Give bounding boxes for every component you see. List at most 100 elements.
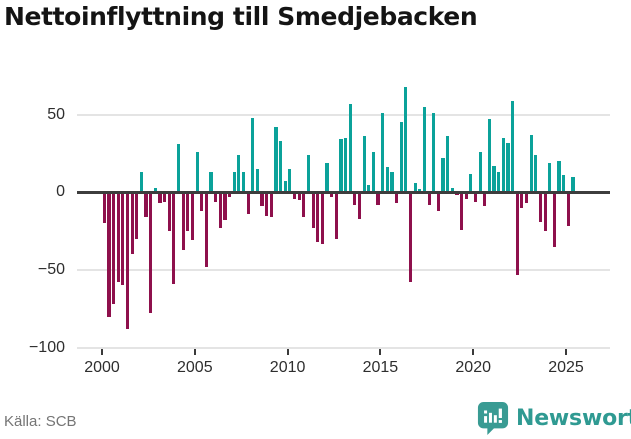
- bar: [255, 169, 259, 193]
- bar: [520, 192, 524, 208]
- bar: [269, 192, 273, 218]
- bar: [422, 106, 427, 193]
- bar: [260, 192, 264, 207]
- bar: [501, 137, 505, 193]
- bar: [144, 192, 148, 218]
- x-tick-mark: [472, 349, 475, 355]
- bar: [316, 192, 320, 242]
- bar: [195, 151, 199, 193]
- bar: [274, 127, 278, 193]
- bar: [339, 139, 343, 193]
- bar: [223, 192, 227, 221]
- bar: [469, 173, 473, 193]
- bar: [209, 172, 213, 193]
- bar: [320, 192, 324, 244]
- bar: [436, 192, 440, 211]
- bar: [432, 113, 436, 193]
- y-tick-label: −100: [28, 338, 65, 356]
- bar: [571, 176, 575, 193]
- bar: [135, 192, 139, 239]
- bar: [381, 113, 385, 193]
- bar: [172, 192, 176, 284]
- bar: [116, 192, 120, 283]
- bar: [121, 192, 125, 286]
- bar: [557, 161, 561, 193]
- bar: [566, 192, 570, 227]
- bar: [371, 151, 375, 193]
- bar: [524, 192, 529, 204]
- bar: [399, 122, 403, 193]
- bar: [288, 169, 292, 193]
- bar: [279, 141, 283, 193]
- bar: [548, 162, 552, 193]
- bar: [302, 192, 306, 218]
- bar: [441, 158, 445, 193]
- bar: [190, 192, 195, 241]
- bar: [167, 192, 171, 232]
- newsworthy-badge-icon: [477, 402, 509, 435]
- bar: [325, 162, 329, 193]
- bar: [102, 192, 106, 224]
- bar: [459, 192, 464, 230]
- x-tick-label: 2020: [455, 359, 491, 376]
- bar: [413, 182, 417, 193]
- bar: [418, 189, 422, 193]
- newsworthy-wordmark: Newsworthy: [516, 405, 631, 431]
- bar: [306, 155, 311, 193]
- x-tick-mark: [286, 349, 289, 355]
- x-tick-mark: [379, 349, 382, 355]
- bar: [408, 192, 413, 283]
- bar: [404, 86, 408, 193]
- bar: [111, 192, 116, 305]
- bar: [348, 103, 352, 193]
- bar: [334, 192, 338, 239]
- newsworthy-logo[interactable]: Newsworthy: [477, 401, 631, 435]
- bar: [292, 192, 297, 199]
- gridline-50: [77, 113, 610, 116]
- bar: [450, 187, 454, 193]
- bar: [427, 192, 431, 205]
- bar: [464, 192, 468, 199]
- bar: [376, 192, 380, 205]
- chart-title: Nettoinflyttning till Smedjebacken: [4, 2, 478, 31]
- bar: [330, 192, 334, 197]
- bar: [241, 172, 246, 193]
- bar: [353, 192, 357, 205]
- bar: [251, 117, 255, 193]
- bar: [357, 192, 362, 219]
- gridline--50: [77, 268, 610, 271]
- bar: [515, 192, 519, 275]
- bar: [455, 192, 459, 196]
- y-tick-label: 50: [47, 105, 65, 123]
- x-tick-label: 2025: [548, 359, 584, 376]
- bar: [246, 192, 250, 215]
- bar: [125, 192, 130, 329]
- bar: [506, 142, 510, 193]
- bar: [478, 151, 482, 193]
- bar: [153, 187, 157, 193]
- bar: [204, 192, 208, 267]
- bar: [367, 184, 371, 193]
- x-tick-label: 2005: [177, 359, 213, 376]
- x-tick-label: 2015: [362, 359, 399, 376]
- bar: [158, 192, 162, 204]
- x-tick-label: 2000: [84, 359, 120, 376]
- x-tick-label: 2010: [269, 359, 306, 376]
- bar: [163, 192, 167, 202]
- bar: [534, 155, 538, 193]
- x-tick-mark: [101, 349, 103, 355]
- bar: [311, 192, 315, 229]
- bar: [492, 165, 496, 193]
- x-tick-mark: [193, 349, 196, 355]
- bar: [552, 192, 556, 247]
- bar: [232, 172, 236, 193]
- bar: [200, 192, 204, 211]
- bar: [297, 192, 301, 201]
- bar: [265, 192, 269, 216]
- bar: [395, 192, 399, 204]
- bar: [390, 172, 394, 193]
- bar: [385, 167, 389, 193]
- y-tick-label: −50: [37, 260, 65, 278]
